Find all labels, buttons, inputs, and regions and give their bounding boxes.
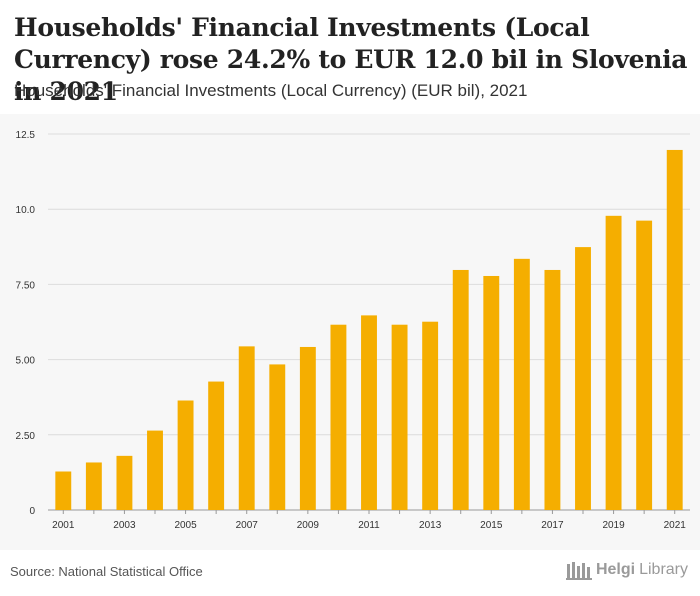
y-tick-label: 2.50 <box>16 431 36 442</box>
bar-2005[interactable] <box>177 400 194 510</box>
x-tick-label: 2011 <box>358 520 380 531</box>
x-tick-label: 2015 <box>480 520 503 531</box>
bar-2004[interactable] <box>147 430 163 510</box>
bar-2002[interactable] <box>85 462 102 510</box>
x-tick-label: 2005 <box>174 520 197 531</box>
y-tick-label: 7.50 <box>16 280 36 291</box>
bar-2021[interactable] <box>666 149 683 511</box>
chart-title: Households' Financial Investments (Local… <box>14 13 688 106</box>
bar-2009[interactable] <box>299 346 316 510</box>
helgi-library-logo[interactable]: Helgi Library <box>565 560 688 580</box>
bar-2019[interactable] <box>605 215 622 510</box>
bar-2017[interactable] <box>544 269 561 510</box>
bar-2003[interactable] <box>116 455 133 510</box>
x-tick-label: 2009 <box>297 520 320 531</box>
brand-name-light: Library <box>639 561 688 578</box>
bar-2013[interactable] <box>422 321 439 510</box>
y-tick-label: 10.0 <box>16 205 36 216</box>
brand-name-bold: Helgi <box>595 561 636 578</box>
plot-area: 0 2.50 5.00 7.50 10.0 12.5 2001 2003 2005 2007 200… <box>0 114 700 550</box>
x-tick-label: 2021 <box>664 520 687 531</box>
bar-2006[interactable] <box>208 381 225 510</box>
bar-2018[interactable] <box>575 247 591 510</box>
x-tick-label: 2013 <box>419 520 442 531</box>
bar-2015[interactable] <box>483 275 500 510</box>
library-columns-icon <box>565 562 592 580</box>
x-tick-label: 2003 <box>113 520 136 531</box>
bar-2016[interactable] <box>513 258 530 510</box>
bar-2014[interactable] <box>452 269 469 510</box>
x-tick-label: 2017 <box>541 520 564 531</box>
y-tick-label: 5.00 <box>16 356 36 367</box>
bar-2001[interactable] <box>55 471 72 510</box>
bar-2008[interactable] <box>269 364 286 510</box>
bar-2011[interactable] <box>361 315 377 510</box>
y-tick-label: 0 <box>29 506 35 517</box>
x-tick-label: 2019 <box>602 520 625 531</box>
x-tick-label: 2007 <box>236 520 259 531</box>
bar-2010[interactable] <box>330 324 347 510</box>
bar-chart: 0 2.50 5.00 7.50 10.0 12.5 2001 2003 2005 2007 200… <box>16 130 690 531</box>
chart-footer: Source: National Statistical Office Helg… <box>0 550 700 596</box>
bar-2012[interactable] <box>391 324 408 510</box>
chart-subtitle: Households' Financial Investments (Local… <box>14 81 528 100</box>
y-tick-label: 12.5 <box>16 130 36 141</box>
chart-header: Households' Financial Investments (Local… <box>0 0 700 114</box>
bar-2020[interactable] <box>636 220 653 510</box>
source-note: Source: National Statistical Office <box>10 564 203 579</box>
bar-2007[interactable] <box>238 346 255 510</box>
x-tick-label: 2001 <box>52 520 75 531</box>
